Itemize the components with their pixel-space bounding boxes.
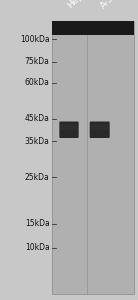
Text: 75kDa: 75kDa [25,57,50,66]
FancyBboxPatch shape [90,122,110,138]
Text: 100kDa: 100kDa [20,34,50,43]
Text: 60kDa: 60kDa [25,78,50,87]
Text: 45kDa: 45kDa [25,114,50,123]
Text: A-549: A-549 [99,0,124,11]
Text: 35kDa: 35kDa [25,136,50,146]
Text: 10kDa: 10kDa [25,243,50,252]
FancyBboxPatch shape [60,124,78,130]
Bar [52,21,134,34]
Text: 25kDa: 25kDa [25,172,50,182]
Text: 15kDa: 15kDa [25,219,50,228]
Bar [52,21,134,294]
FancyBboxPatch shape [59,122,79,138]
Text: HepG2: HepG2 [65,0,94,11]
FancyBboxPatch shape [91,124,109,130]
